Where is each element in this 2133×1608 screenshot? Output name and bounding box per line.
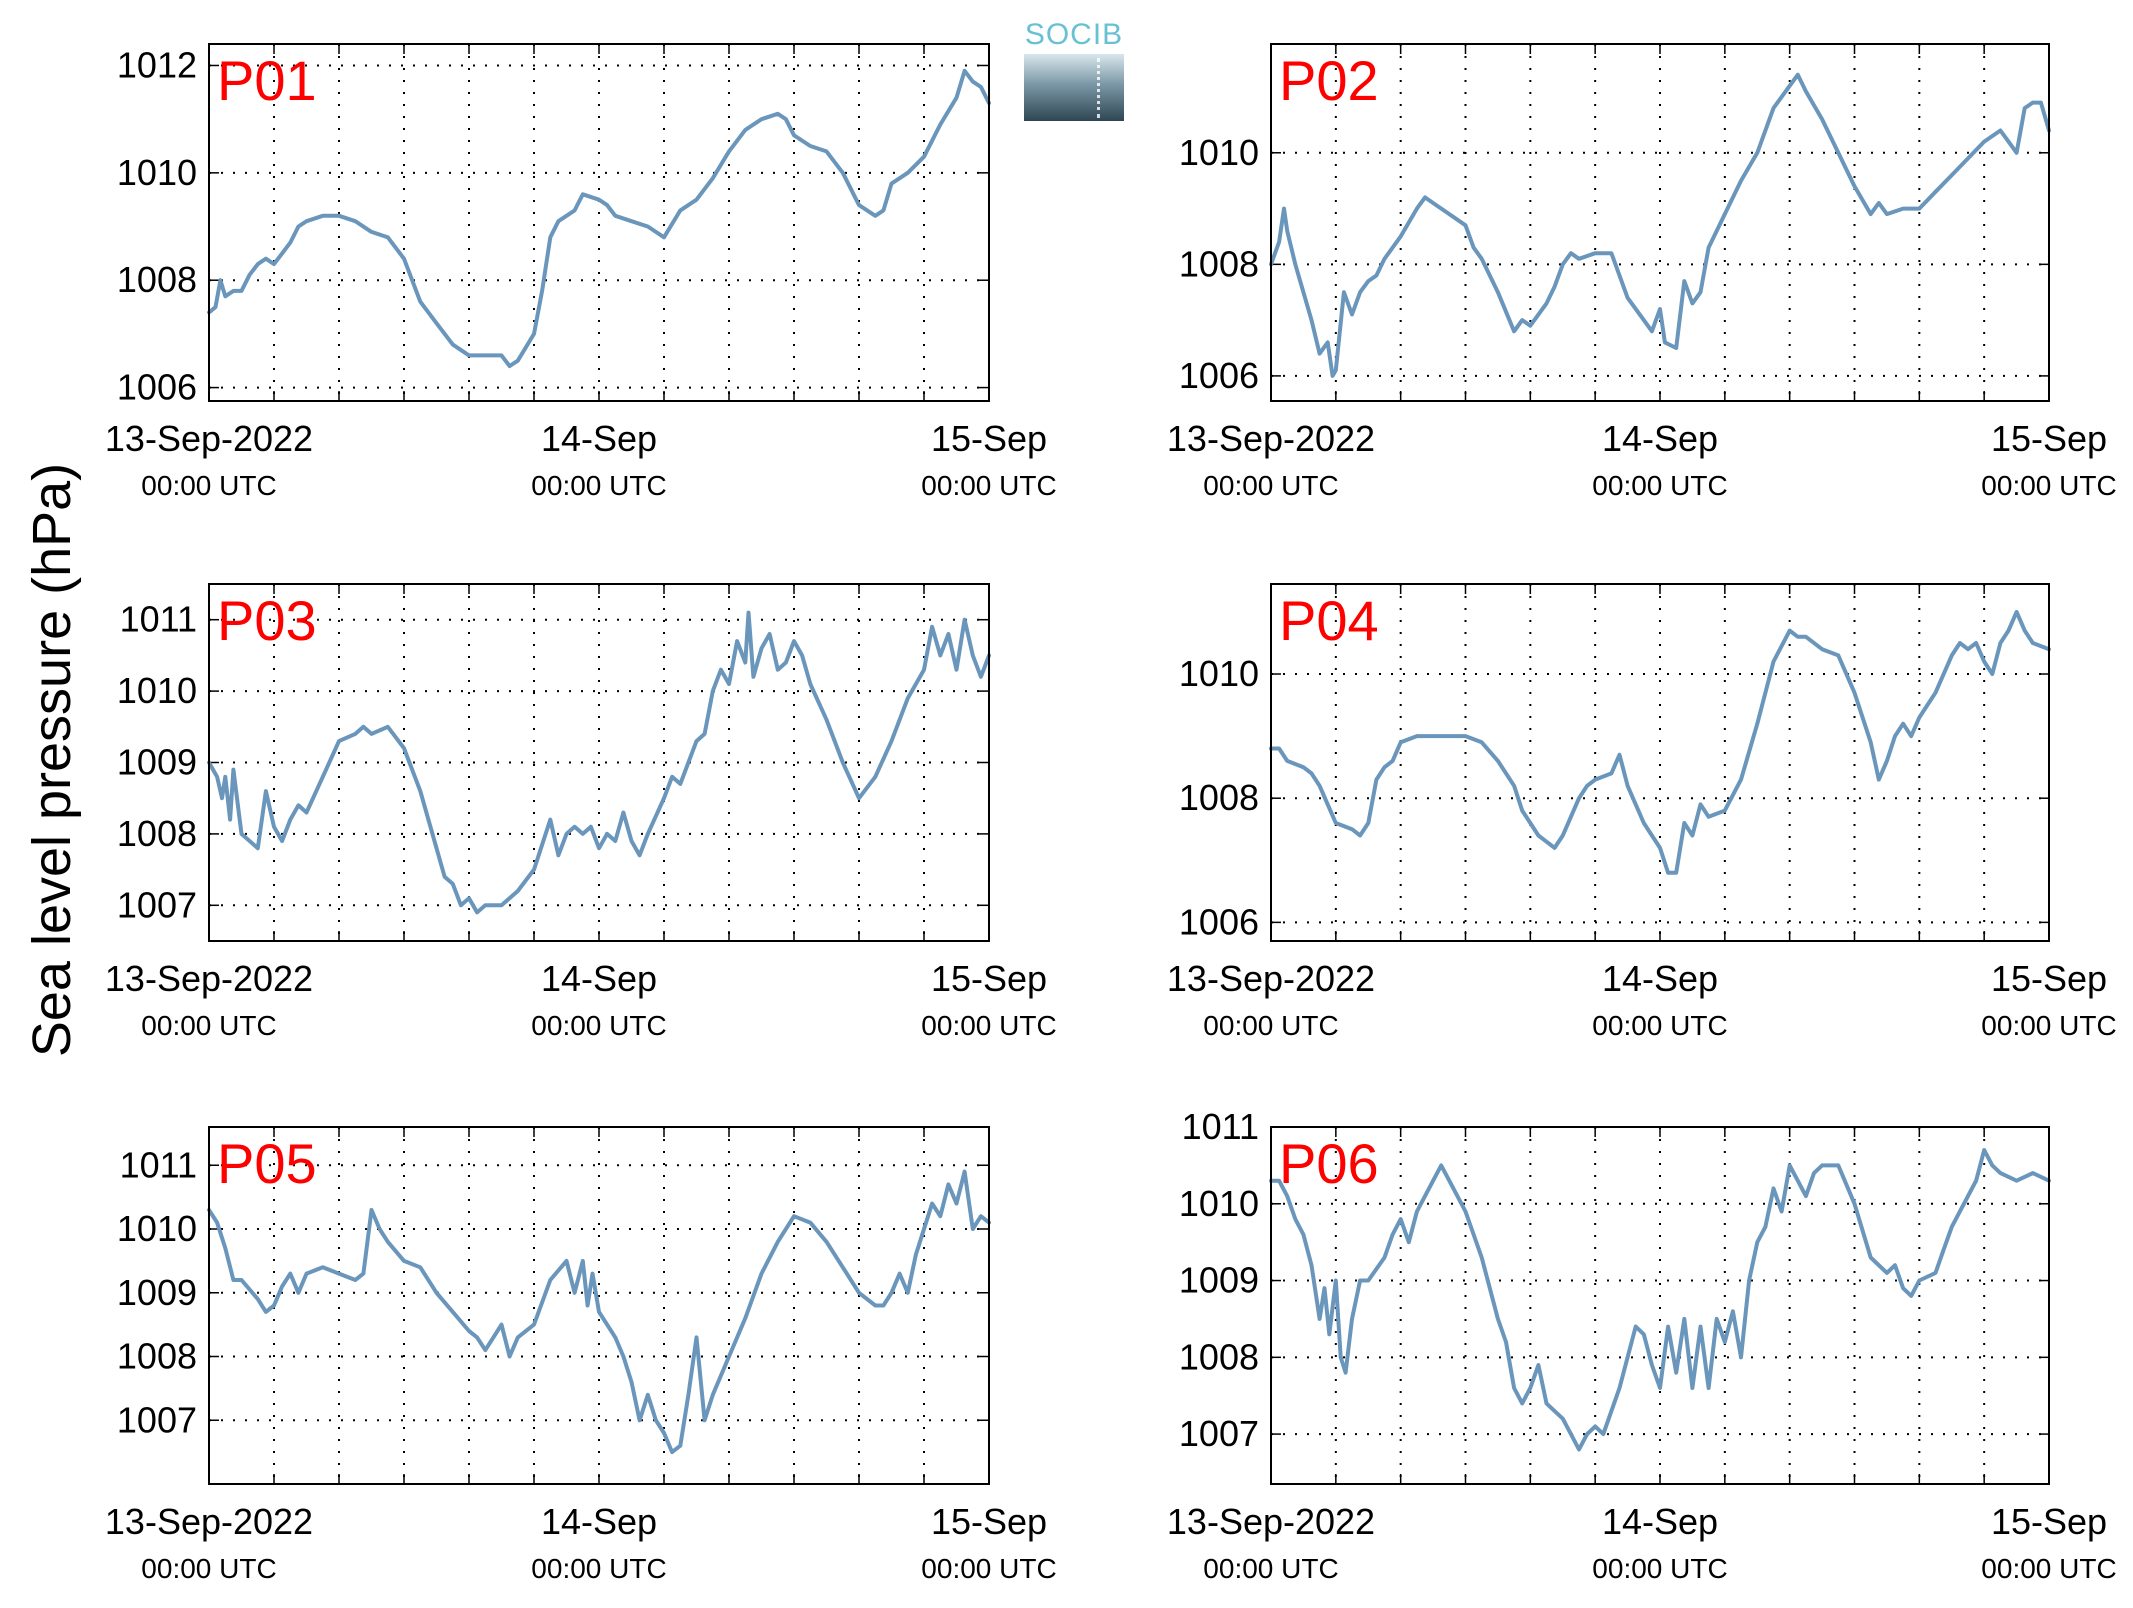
x-tick-label-time: 00:00 UTC xyxy=(1981,1553,2116,1584)
x-tick-label-date: 13-Sep-2022 xyxy=(1167,1501,1375,1542)
plot-frame xyxy=(1270,583,2050,942)
x-tick-label-time: 00:00 UTC xyxy=(1981,470,2116,501)
panel-p05: 1007 1008 1009 1010 1011 13-Sep-2022 00:00 UTC… xyxy=(105,1126,1057,1584)
x-tick-label-date: 13-Sep-2022 xyxy=(1167,958,1375,999)
x-tick-label-date: 15-Sep xyxy=(1991,418,2107,459)
y-tick-label: 1010 xyxy=(117,670,197,711)
x-tick-label-date: 14-Sep xyxy=(1602,958,1718,999)
x-tick-label-time: 00:00 UTC xyxy=(141,470,276,501)
x-tick-label-time: 00:00 UTC xyxy=(531,1010,666,1041)
panel-p03: 1007 1008 1009 1010 1011 13-Sep-2022 00:00 UTC… xyxy=(105,583,1057,1041)
panel-p04: 1006 1008 1010 13-Sep-2022 00:00 UTC 14-Sep 00… xyxy=(1167,583,2117,1041)
series-line xyxy=(207,68,991,369)
series-line xyxy=(1269,609,2051,875)
x-tick-label-date: 14-Sep xyxy=(541,958,657,999)
y-tick-label: 1009 xyxy=(117,1272,197,1313)
x-tick-label-date: 14-Sep xyxy=(1602,1501,1718,1542)
panel-label: P02 xyxy=(1279,49,1379,112)
y-tick-label: 1007 xyxy=(117,1399,197,1440)
series-line xyxy=(1269,1148,2051,1452)
x-tick-label-time: 00:00 UTC xyxy=(921,1553,1056,1584)
x-tick-label-date: 13-Sep-2022 xyxy=(105,418,313,459)
y-tick-label: 1008 xyxy=(117,259,197,300)
x-tick-label-date: 15-Sep xyxy=(1991,958,2107,999)
x-tick-label-time: 00:00 UTC xyxy=(921,470,1056,501)
x-tick-label-time: 00:00 UTC xyxy=(1981,1010,2116,1041)
x-tick-label-time: 00:00 UTC xyxy=(1592,1010,1727,1041)
y-tick-label: 1006 xyxy=(1179,355,1259,396)
x-tick-label-time: 00:00 UTC xyxy=(141,1553,276,1584)
x-tick-label-date: 13-Sep-2022 xyxy=(105,958,313,999)
y-tick-label: 1007 xyxy=(117,884,197,925)
y-tick-label: 1010 xyxy=(1179,132,1259,173)
x-tick-label-date: 14-Sep xyxy=(541,418,657,459)
plot-frame xyxy=(1270,1126,2050,1485)
y-tick-label: 1009 xyxy=(1179,1260,1259,1301)
plot-frame xyxy=(208,583,990,942)
y-tick-label: 1011 xyxy=(1182,1106,1259,1147)
logo-block xyxy=(1024,54,1124,121)
x-tick-label-time: 00:00 UTC xyxy=(141,1010,276,1041)
series-line xyxy=(207,610,991,915)
panel-label: P06 xyxy=(1279,1132,1379,1195)
x-tick-label-date: 14-Sep xyxy=(541,1501,657,1542)
series-line xyxy=(207,1169,991,1455)
y-tick-label: 1008 xyxy=(1179,1336,1259,1377)
y-tick-label: 1011 xyxy=(120,599,197,640)
x-tick-label-date: 14-Sep xyxy=(1602,418,1718,459)
y-tick-label: 1012 xyxy=(117,44,197,85)
plot-frame xyxy=(208,43,990,402)
y-tick-label: 1008 xyxy=(117,1336,197,1377)
y-tick-label: 1006 xyxy=(117,367,197,408)
y-tick-label: 1007 xyxy=(1179,1413,1259,1454)
y-tick-label: 1008 xyxy=(1179,243,1259,284)
x-tick-label-date: 15-Sep xyxy=(931,418,1047,459)
panel-p06: 1007 1008 1009 1010 1011 13-Sep-2022 00:00 UTC… xyxy=(1167,1106,2117,1584)
panel-label: P03 xyxy=(217,589,317,652)
x-tick-label-time: 00:00 UTC xyxy=(1203,1553,1338,1584)
plot-frame xyxy=(208,1126,990,1485)
x-tick-label-time: 00:00 UTC xyxy=(1203,1010,1338,1041)
x-tick-label-time: 00:00 UTC xyxy=(531,470,666,501)
panel-label: P05 xyxy=(217,1132,317,1195)
y-tick-label: 1008 xyxy=(1179,777,1259,818)
logo-wordmark: SOCIB xyxy=(1024,18,1124,51)
x-tick-label-date: 15-Sep xyxy=(931,958,1047,999)
logo-dotted-mark xyxy=(1097,58,1100,118)
y-tick-label: 1010 xyxy=(1179,1183,1259,1224)
plot-frame xyxy=(1270,43,2050,402)
y-tick-label: 1011 xyxy=(120,1144,197,1185)
y-tick-label: 1010 xyxy=(1179,653,1259,694)
x-tick-label-date: 15-Sep xyxy=(1991,1501,2107,1542)
x-tick-label-time: 00:00 UTC xyxy=(531,1553,666,1584)
series-line xyxy=(1269,72,2051,378)
panel-p02: 1006 1008 1010 13-Sep-2022 00:00 UTC 14-Sep 00… xyxy=(1167,43,2117,501)
socib-logo: SOCIB xyxy=(1024,18,1124,121)
y-tick-label: 1006 xyxy=(1179,901,1259,942)
x-tick-label-time: 00:00 UTC xyxy=(1592,1553,1727,1584)
panel-label: P01 xyxy=(217,49,317,112)
panel-p01: 1006 1008 1010 1012 13-Sep-2022 00:00 UTC 14-S… xyxy=(105,43,1057,501)
x-tick-label-time: 00:00 UTC xyxy=(1592,470,1727,501)
y-tick-label: 1010 xyxy=(117,152,197,193)
y-tick-label: 1008 xyxy=(117,813,197,854)
x-tick-label-date: 13-Sep-2022 xyxy=(1167,418,1375,459)
y-tick-label: 1010 xyxy=(117,1208,197,1249)
x-tick-label-date: 13-Sep-2022 xyxy=(105,1501,313,1542)
panel-label: P04 xyxy=(1279,589,1379,652)
x-tick-label-date: 15-Sep xyxy=(931,1501,1047,1542)
x-tick-label-time: 00:00 UTC xyxy=(921,1010,1056,1041)
x-tick-label-time: 00:00 UTC xyxy=(1203,470,1338,501)
y-tick-label: 1009 xyxy=(117,742,197,783)
